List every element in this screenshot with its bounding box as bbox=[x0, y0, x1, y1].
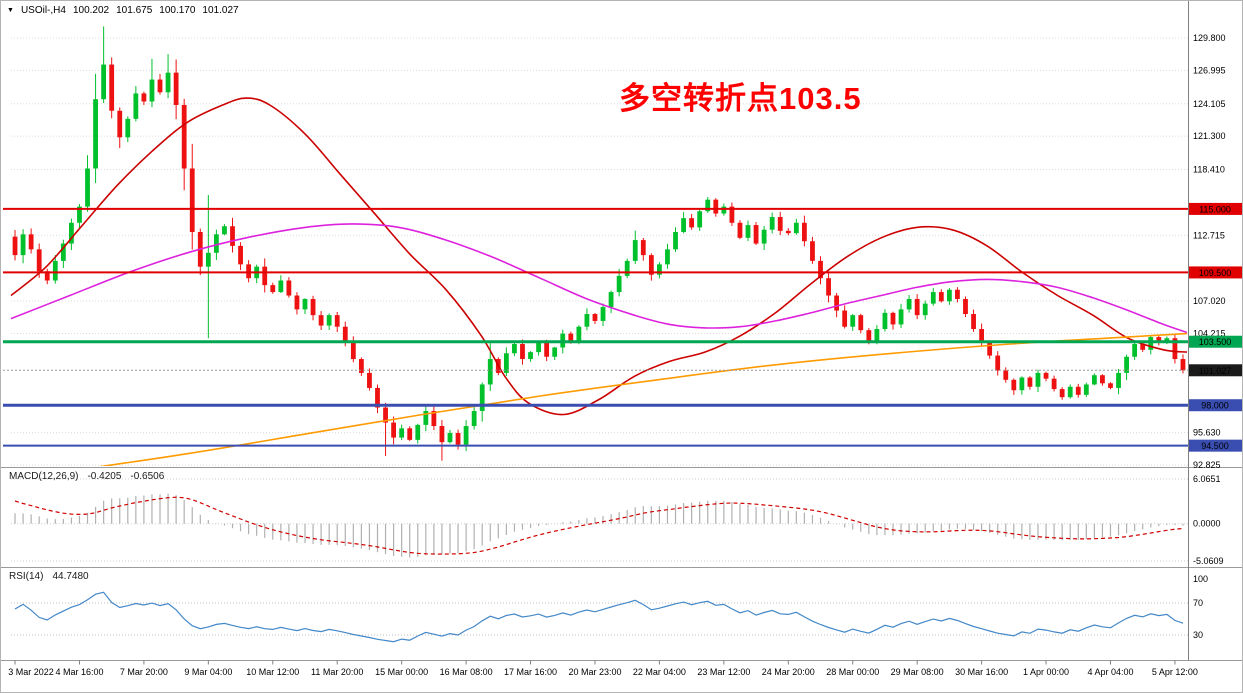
moving-average-lines bbox=[10, 97, 1188, 468]
time-label: 17 Mar 16:00 bbox=[504, 667, 557, 677]
svg-text:109.500: 109.500 bbox=[1199, 268, 1232, 278]
time-label: 10 Mar 12:00 bbox=[246, 667, 299, 677]
symbol-timeframe-label: USOil-,H4 bbox=[20, 5, 66, 16]
ohlc-header: ▼ USOil-,H4 100.202 101.675 100.170 101.… bbox=[7, 5, 239, 16]
time-label: 28 Mar 00:00 bbox=[826, 667, 879, 677]
price-tag-109.500 bbox=[1189, 266, 1242, 279]
rsi-header: RSI(14) 44.7480 bbox=[9, 571, 89, 582]
svg-text:-5.0609: -5.0609 bbox=[1193, 556, 1224, 566]
svg-text:100: 100 bbox=[1193, 574, 1208, 584]
svg-text:70: 70 bbox=[1193, 598, 1203, 608]
svg-text:98.000: 98.000 bbox=[1201, 401, 1229, 411]
time-label: 22 Mar 04:00 bbox=[633, 667, 686, 677]
time-label: 9 Mar 04:00 bbox=[184, 667, 232, 677]
price-tag-101.027 bbox=[1189, 364, 1242, 377]
svg-text:118.410: 118.410 bbox=[1193, 165, 1225, 175]
time-label: 7 Mar 20:00 bbox=[120, 667, 168, 677]
time-label: 3 Mar 2022 bbox=[8, 667, 54, 677]
macd-signal-value: -0.6506 bbox=[130, 471, 165, 482]
svg-text:94.500: 94.500 bbox=[1201, 441, 1229, 451]
price-tag-115.000 bbox=[1189, 202, 1242, 215]
svg-text:103.500: 103.500 bbox=[1199, 337, 1232, 347]
time-label: 4 Mar 16:00 bbox=[55, 667, 103, 677]
svg-text:107.020: 107.020 bbox=[1193, 296, 1226, 306]
main-gridlines bbox=[11, 37, 1189, 466]
horizontal-levels bbox=[3, 207, 1189, 447]
ma-mid-magenta[interactable] bbox=[10, 223, 1188, 334]
time-label: 24 Mar 20:00 bbox=[762, 667, 815, 677]
ma-fast-red[interactable] bbox=[10, 97, 1188, 416]
time-label: 20 Mar 23:00 bbox=[568, 667, 621, 677]
time-label: 29 Mar 08:00 bbox=[891, 667, 944, 677]
svg-text:115.000: 115.000 bbox=[1199, 204, 1231, 214]
time-label: 30 Mar 16:00 bbox=[955, 667, 1008, 677]
time-label: 23 Mar 12:00 bbox=[697, 667, 750, 677]
svg-text:95.630: 95.630 bbox=[1193, 428, 1221, 438]
macd-header: MACD(12,26,9) -0.4205 -0.6506 bbox=[9, 471, 164, 482]
rsi-value: 44.7480 bbox=[52, 571, 89, 582]
svg-text:92.825: 92.825 bbox=[1193, 460, 1221, 470]
macd-name-label: MACD(12,26,9) bbox=[9, 471, 79, 482]
rsi-line bbox=[14, 591, 1184, 643]
time-label: 4 Apr 04:00 bbox=[1087, 667, 1133, 677]
time-label: 11 Mar 20:00 bbox=[311, 667, 363, 677]
close-value: 101.027 bbox=[202, 5, 239, 16]
price-tag-103.500 bbox=[1189, 335, 1242, 348]
ma-slow-orange[interactable] bbox=[93, 332, 1188, 468]
svg-text:126.995: 126.995 bbox=[1193, 65, 1226, 75]
svg-text:30: 30 bbox=[1193, 630, 1203, 640]
price-tag-94.500 bbox=[1189, 439, 1242, 452]
svg-text:6.0651: 6.0651 bbox=[1193, 474, 1221, 484]
svg-text:104.215: 104.215 bbox=[1193, 328, 1226, 338]
time-axis[interactable]: 3 Mar 2022 4 Mar 16:00 7 Mar 20:00 9 Mar 04… bbox=[8, 660, 1198, 678]
time-label: 1 Apr 00:00 bbox=[1023, 667, 1069, 677]
high-value: 101.675 bbox=[116, 5, 153, 16]
macd-panel bbox=[11, 478, 1189, 562]
low-value: 100.170 bbox=[159, 5, 196, 16]
indicator-axis: 6.0651 0.0000 -5.0609 100 70 30 bbox=[1193, 474, 1224, 640]
macd-signal-line bbox=[14, 496, 1184, 555]
svg-text:0.0000: 0.0000 bbox=[1193, 519, 1221, 529]
svg-text:121.300: 121.300 bbox=[1193, 131, 1226, 141]
collapse-triangle-icon[interactable]: ▼ bbox=[7, 6, 14, 14]
macd-value: -0.4205 bbox=[87, 471, 122, 482]
chart-annotation-text[interactable]: 多空转折点103.5 bbox=[619, 81, 862, 116]
svg-text:124.105: 124.105 bbox=[1193, 99, 1226, 109]
candles-layer bbox=[12, 26, 1186, 461]
open-value: 100.202 bbox=[72, 5, 110, 16]
time-label: 15 Mar 00:00 bbox=[375, 667, 428, 677]
rsi-name-label: RSI(14) bbox=[9, 571, 44, 582]
svg-text:129.800: 129.800 bbox=[1193, 33, 1226, 43]
svg-text:101.027: 101.027 bbox=[1199, 366, 1232, 376]
svg-text:112.715: 112.715 bbox=[1193, 230, 1225, 240]
price-tag-98.000 bbox=[1189, 399, 1242, 412]
time-label: 16 Mar 08:00 bbox=[440, 667, 493, 677]
rsi-panel bbox=[11, 591, 1189, 643]
price-axis[interactable]: 129.800 126.995 124.105 121.300 118.410 112.7… bbox=[1189, 33, 1242, 470]
time-label: 5 Apr 12:00 bbox=[1152, 667, 1198, 677]
